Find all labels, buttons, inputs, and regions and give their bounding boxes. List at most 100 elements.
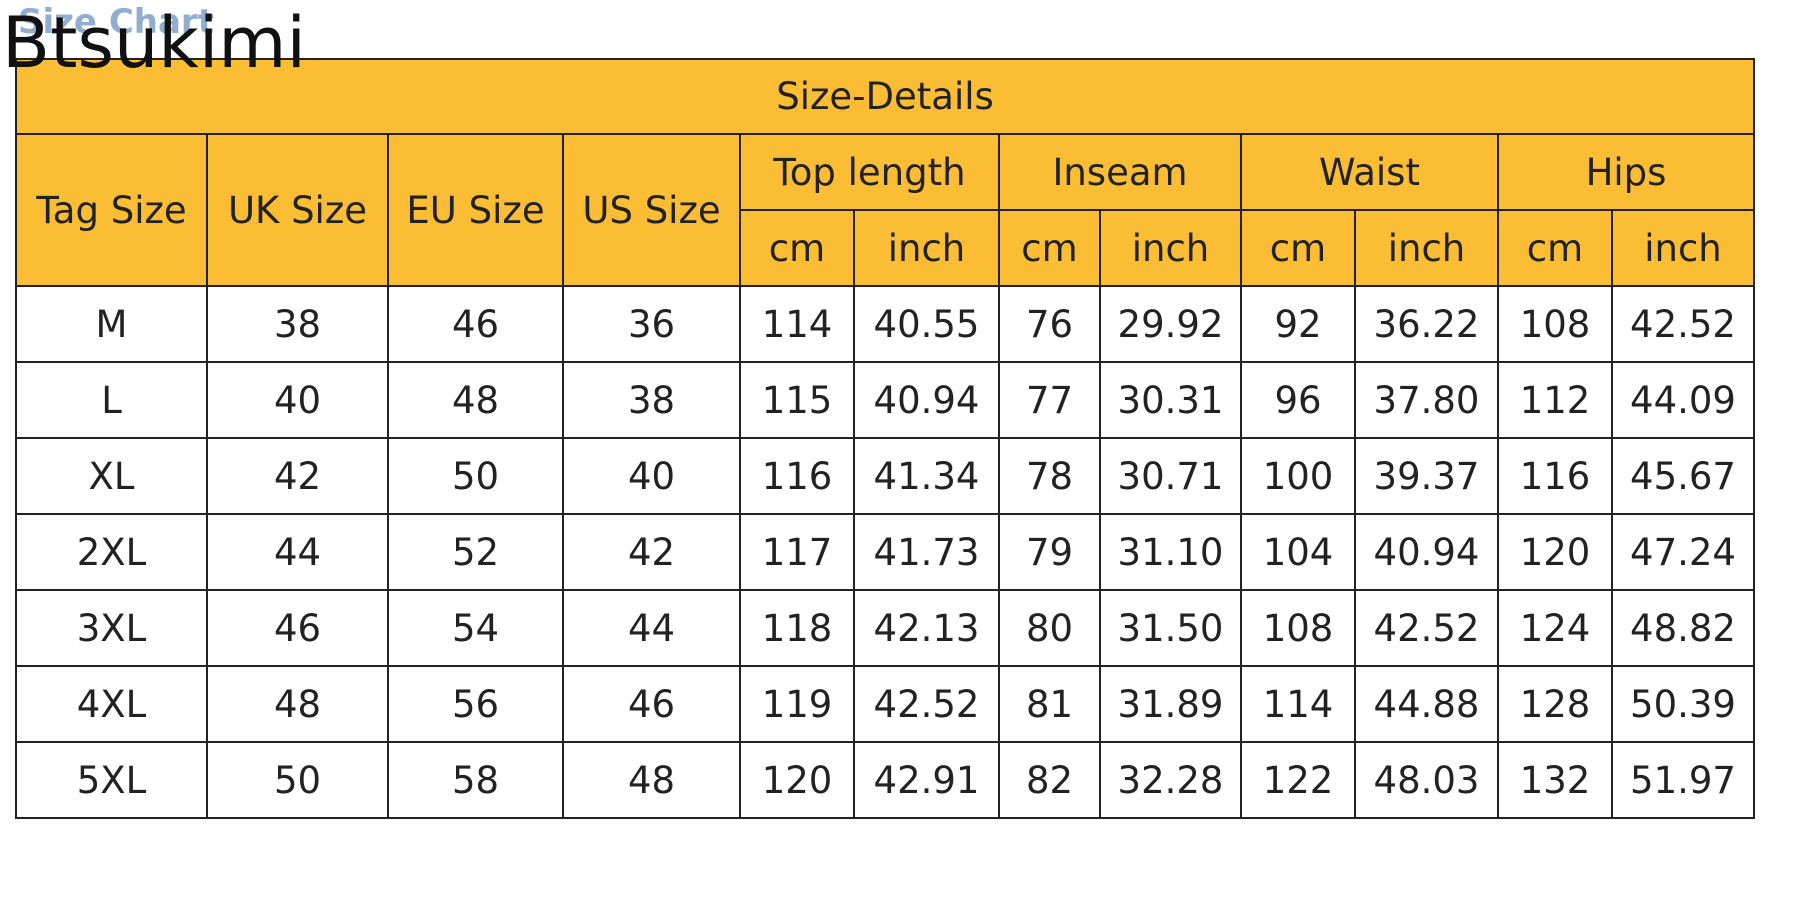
unit-header: inch xyxy=(1611,209,1755,287)
table-cell: 114 xyxy=(1240,665,1356,743)
table-cell: 42.13 xyxy=(853,589,1000,667)
table-cell: 50 xyxy=(206,741,389,819)
table-cell: 31.50 xyxy=(1099,589,1242,667)
table-cell: 40.94 xyxy=(853,361,1000,439)
table-cell: 77 xyxy=(998,361,1101,439)
table-cell: 116 xyxy=(1497,437,1613,515)
table-cell: 39.37 xyxy=(1354,437,1499,515)
table-cell: 38 xyxy=(206,285,389,363)
table-title: Size-Details xyxy=(15,58,1755,135)
size-table: Size-Details Tag Size UK Size EU Size US Siz… xyxy=(15,58,1755,819)
table-cell: 108 xyxy=(1497,285,1613,363)
column-header: EU Size xyxy=(387,133,564,287)
table-cell: 46 xyxy=(562,665,741,743)
table-cell: 92 xyxy=(1240,285,1356,363)
table-cell: 47.24 xyxy=(1611,513,1755,591)
table-cell: 122 xyxy=(1240,741,1356,819)
data-row: 4XL 48 56 46 119 42.52 81 31.89 114 44.88 128 50.39 xyxy=(15,665,1755,743)
size-chart-label: Size Chart xyxy=(18,2,214,42)
table-cell: 116 xyxy=(739,437,855,515)
table-cell: L xyxy=(15,361,208,439)
table-cell: 40.55 xyxy=(853,285,1000,363)
table-cell: 46 xyxy=(206,589,389,667)
table-cell: 30.71 xyxy=(1099,437,1242,515)
table-cell: 117 xyxy=(739,513,855,591)
data-row: L 40 48 38 115 40.94 77 30.31 96 37.80 112 44.09 xyxy=(15,361,1755,439)
table-cell: 120 xyxy=(1497,513,1613,591)
table-cell: 124 xyxy=(1497,589,1613,667)
table-cell: 80 xyxy=(998,589,1101,667)
table-cell: 42 xyxy=(206,437,389,515)
table-cell: 48.03 xyxy=(1354,741,1499,819)
title-row: Size-Details xyxy=(15,58,1755,135)
table-cell: 58 xyxy=(387,741,564,819)
table-cell: 81 xyxy=(998,665,1101,743)
unit-header: cm xyxy=(739,209,855,287)
table-cell: 112 xyxy=(1497,361,1613,439)
table-cell: 119 xyxy=(739,665,855,743)
table-cell: 82 xyxy=(998,741,1101,819)
group-header: Inseam xyxy=(998,133,1242,211)
data-row: 3XL 46 54 44 118 42.13 80 31.50 108 42.52 124 48.82 xyxy=(15,589,1755,667)
table-cell: 42.52 xyxy=(1354,589,1499,667)
table-cell: XL xyxy=(15,437,208,515)
table-cell: 40 xyxy=(206,361,389,439)
table-cell: 100 xyxy=(1240,437,1356,515)
table-cell: 45.67 xyxy=(1611,437,1755,515)
table-cell: 48 xyxy=(387,361,564,439)
watermark: Btsukimi xyxy=(2,2,306,84)
table-cell: 41.34 xyxy=(853,437,1000,515)
group-header: Hips xyxy=(1497,133,1755,211)
table-cell: 48 xyxy=(206,665,389,743)
table-cell: M xyxy=(15,285,208,363)
table-cell: 42 xyxy=(562,513,741,591)
table-cell: 56 xyxy=(387,665,564,743)
table-cell: 36.22 xyxy=(1354,285,1499,363)
data-row: XL 42 50 40 116 41.34 78 30.71 100 39.37 116 45.67 xyxy=(15,437,1755,515)
table-cell: 3XL xyxy=(15,589,208,667)
table-cell: 30.31 xyxy=(1099,361,1242,439)
table-cell: 40 xyxy=(562,437,741,515)
column-header: Tag Size xyxy=(15,133,208,287)
table-cell: 44 xyxy=(562,589,741,667)
table-cell: 76 xyxy=(998,285,1101,363)
table-cell: 108 xyxy=(1240,589,1356,667)
table-cell: 42.91 xyxy=(853,741,1000,819)
table-cell: 54 xyxy=(387,589,564,667)
table-cell: 50.39 xyxy=(1611,665,1755,743)
data-row: 5XL 50 58 48 120 42.91 82 32.28 122 48.03 132 51.97 xyxy=(15,741,1755,819)
table-cell: 41.73 xyxy=(853,513,1000,591)
table-cell: 79 xyxy=(998,513,1101,591)
table-cell: 48 xyxy=(562,741,741,819)
table-cell: 118 xyxy=(739,589,855,667)
table-cell: 78 xyxy=(998,437,1101,515)
table-cell: 51.97 xyxy=(1611,741,1755,819)
table-cell: 44.09 xyxy=(1611,361,1755,439)
table-cell: 2XL xyxy=(15,513,208,591)
table-cell: 31.10 xyxy=(1099,513,1242,591)
table-cell: 4XL xyxy=(15,665,208,743)
table-cell: 40.94 xyxy=(1354,513,1499,591)
table-cell: 48.82 xyxy=(1611,589,1755,667)
table-cell: 96 xyxy=(1240,361,1356,439)
table-cell: 32.28 xyxy=(1099,741,1242,819)
data-row: M 38 46 36 114 40.55 76 29.92 92 36.22 108 42.52 xyxy=(15,285,1755,363)
table-cell: 104 xyxy=(1240,513,1356,591)
table-cell: 44 xyxy=(206,513,389,591)
table-cell: 132 xyxy=(1497,741,1613,819)
table-cell: 44.88 xyxy=(1354,665,1499,743)
table-cell: 114 xyxy=(739,285,855,363)
table-cell: 36 xyxy=(562,285,741,363)
table-cell: 37.80 xyxy=(1354,361,1499,439)
table-cell: 31.89 xyxy=(1099,665,1242,743)
unit-row: cm inch cm inch cm inch cm inch xyxy=(16,209,1755,287)
data-row: 2XL 44 52 42 117 41.73 79 31.10 104 40.94 120 47.24 xyxy=(15,513,1755,591)
unit-header: inch xyxy=(853,209,1000,287)
table-cell: 128 xyxy=(1497,665,1613,743)
table-cell: 115 xyxy=(739,361,855,439)
unit-header: cm xyxy=(998,209,1101,287)
table-cell: 5XL xyxy=(15,741,208,819)
table-cell: 42.52 xyxy=(853,665,1000,743)
table-cell: 50 xyxy=(387,437,564,515)
